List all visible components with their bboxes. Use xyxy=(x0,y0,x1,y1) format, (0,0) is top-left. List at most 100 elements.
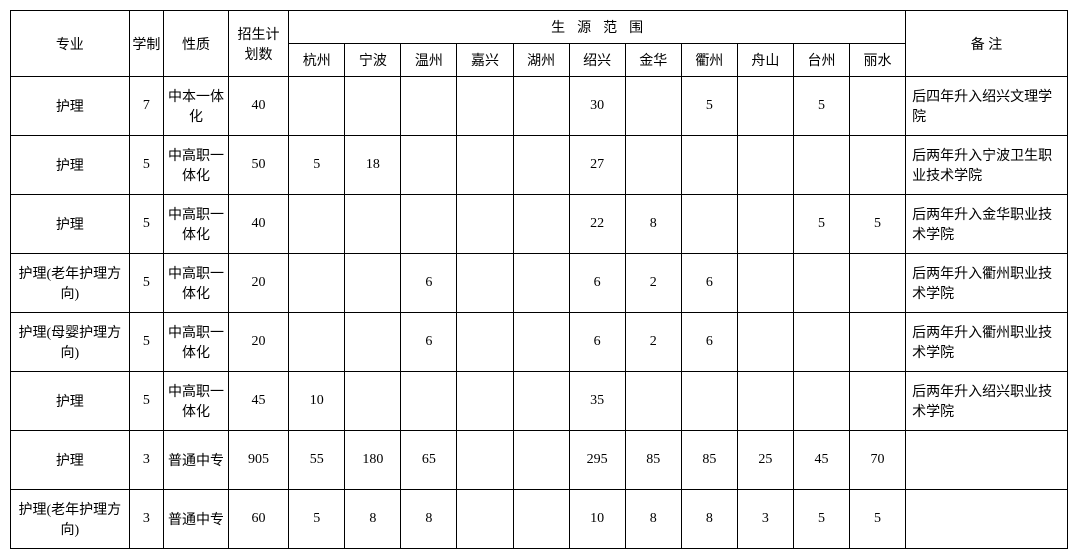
table-row: 护理(老年护理方向)5中高职一体化206626后两年升入衢州职业技术学院 xyxy=(11,254,1068,313)
cell-plan: 50 xyxy=(228,136,288,195)
cell-city-0 xyxy=(289,77,345,136)
table-row: 护理7中本一体化403055后四年升入绍兴文理学院 xyxy=(11,77,1068,136)
cell-city-1 xyxy=(345,313,401,372)
cell-city-1 xyxy=(345,372,401,431)
cell-city-3 xyxy=(457,254,513,313)
col-plan: 招生计划数 xyxy=(228,11,288,77)
cell-nature: 中高职一体化 xyxy=(164,372,229,431)
cell-remark xyxy=(906,431,1068,490)
cell-city-9: 5 xyxy=(793,490,849,549)
cell-nature: 中高职一体化 xyxy=(164,195,229,254)
col-city-0: 杭州 xyxy=(289,44,345,77)
cell-city-2 xyxy=(401,195,457,254)
col-system: 学制 xyxy=(129,11,164,77)
cell-remark: 后两年升入衢州职业技术学院 xyxy=(906,313,1068,372)
cell-nature: 中本一体化 xyxy=(164,77,229,136)
cell-nature: 中高职一体化 xyxy=(164,136,229,195)
col-city-4: 湖州 xyxy=(513,44,569,77)
cell-city-10 xyxy=(850,77,906,136)
cell-city-3 xyxy=(457,372,513,431)
col-city-5: 绍兴 xyxy=(569,44,625,77)
cell-city-9: 5 xyxy=(793,195,849,254)
table-body: 护理7中本一体化403055后四年升入绍兴文理学院护理5中高职一体化505182… xyxy=(11,77,1068,549)
cell-city-2: 6 xyxy=(401,313,457,372)
cell-city-10: 70 xyxy=(850,431,906,490)
cell-remark: 后两年升入宁波卫生职业技术学院 xyxy=(906,136,1068,195)
cell-city-6 xyxy=(625,136,681,195)
cell-city-7: 6 xyxy=(681,313,737,372)
cell-city-3 xyxy=(457,195,513,254)
cell-major: 护理 xyxy=(11,431,130,490)
enrollment-table: 专业 学制 性质 招生计划数 生源范围 备 注 杭州宁波温州嘉兴湖州绍兴金华衢州… xyxy=(10,10,1068,549)
cell-system: 7 xyxy=(129,77,164,136)
cell-city-3 xyxy=(457,77,513,136)
table-row: 护理5中高职一体化5051827后两年升入宁波卫生职业技术学院 xyxy=(11,136,1068,195)
cell-city-8 xyxy=(737,195,793,254)
table-row: 护理(老年护理方向)3普通中专605881088355 xyxy=(11,490,1068,549)
cell-system: 5 xyxy=(129,136,164,195)
cell-city-6: 85 xyxy=(625,431,681,490)
cell-city-2: 8 xyxy=(401,490,457,549)
cell-major: 护理 xyxy=(11,195,130,254)
cell-city-2 xyxy=(401,372,457,431)
cell-plan: 905 xyxy=(228,431,288,490)
cell-city-7 xyxy=(681,136,737,195)
cell-plan: 45 xyxy=(228,372,288,431)
cell-city-5: 27 xyxy=(569,136,625,195)
cell-city-5: 6 xyxy=(569,313,625,372)
cell-city-0: 5 xyxy=(289,490,345,549)
cell-city-6 xyxy=(625,372,681,431)
col-nature: 性质 xyxy=(164,11,229,77)
cell-city-7: 5 xyxy=(681,77,737,136)
cell-remark xyxy=(906,490,1068,549)
cell-city-5: 10 xyxy=(569,490,625,549)
col-city-10: 丽水 xyxy=(850,44,906,77)
cell-city-10 xyxy=(850,254,906,313)
cell-city-1: 180 xyxy=(345,431,401,490)
cell-system: 5 xyxy=(129,195,164,254)
table-row: 护理5中高职一体化451035后两年升入绍兴职业技术学院 xyxy=(11,372,1068,431)
cell-system: 3 xyxy=(129,490,164,549)
cell-city-0 xyxy=(289,313,345,372)
cell-city-3 xyxy=(457,490,513,549)
cell-city-10 xyxy=(850,372,906,431)
cell-city-5: 295 xyxy=(569,431,625,490)
cell-city-7: 8 xyxy=(681,490,737,549)
cell-city-9 xyxy=(793,254,849,313)
cell-plan: 60 xyxy=(228,490,288,549)
cell-city-10: 5 xyxy=(850,195,906,254)
cell-plan: 20 xyxy=(228,313,288,372)
cell-city-8 xyxy=(737,313,793,372)
cell-city-5: 6 xyxy=(569,254,625,313)
cell-city-9 xyxy=(793,136,849,195)
cell-city-4 xyxy=(513,77,569,136)
cell-city-3 xyxy=(457,313,513,372)
col-city-7: 衢州 xyxy=(681,44,737,77)
table-row: 护理5中高职一体化4022855后两年升入金华职业技术学院 xyxy=(11,195,1068,254)
col-city-9: 台州 xyxy=(793,44,849,77)
cell-system: 5 xyxy=(129,254,164,313)
cell-city-8: 3 xyxy=(737,490,793,549)
cell-nature: 中高职一体化 xyxy=(164,254,229,313)
cell-city-5: 35 xyxy=(569,372,625,431)
cell-nature: 普通中专 xyxy=(164,490,229,549)
cell-city-3 xyxy=(457,136,513,195)
cell-city-1 xyxy=(345,195,401,254)
cell-city-7 xyxy=(681,372,737,431)
cell-city-6 xyxy=(625,77,681,136)
col-city-3: 嘉兴 xyxy=(457,44,513,77)
cell-city-4 xyxy=(513,254,569,313)
cell-city-8 xyxy=(737,136,793,195)
cell-city-2 xyxy=(401,136,457,195)
cell-city-6: 8 xyxy=(625,195,681,254)
cell-city-2 xyxy=(401,77,457,136)
col-city-1: 宁波 xyxy=(345,44,401,77)
cell-city-4 xyxy=(513,313,569,372)
cell-city-4 xyxy=(513,431,569,490)
cell-city-9: 5 xyxy=(793,77,849,136)
cell-major: 护理 xyxy=(11,372,130,431)
cell-remark: 后两年升入衢州职业技术学院 xyxy=(906,254,1068,313)
cell-city-6: 2 xyxy=(625,313,681,372)
table-row: 护理3普通中专90555180652958585254570 xyxy=(11,431,1068,490)
table-header: 专业 学制 性质 招生计划数 生源范围 备 注 杭州宁波温州嘉兴湖州绍兴金华衢州… xyxy=(11,11,1068,77)
